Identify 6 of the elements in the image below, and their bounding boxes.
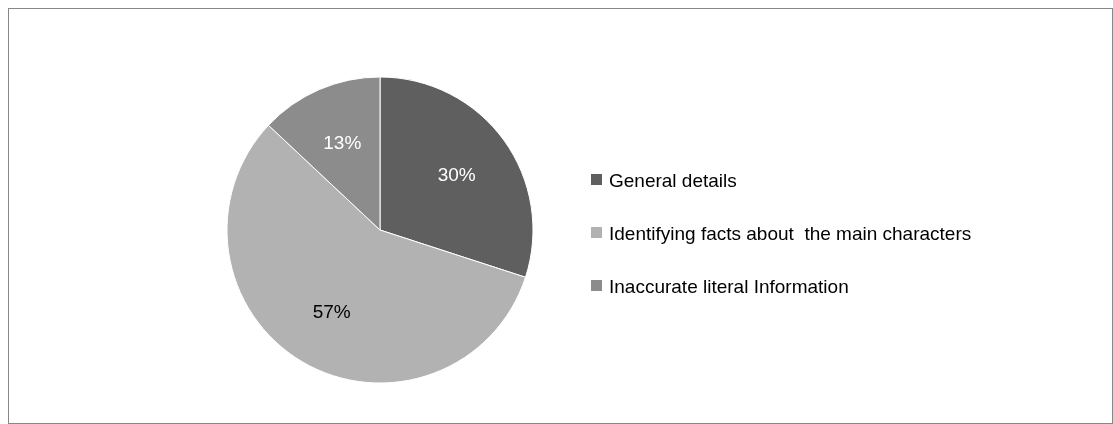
data-label: 13% [323, 132, 362, 154]
data-label: 57% [312, 301, 351, 323]
legend-label: Inaccurate literal Information [609, 275, 849, 297]
data-label: 30% [437, 163, 476, 185]
legend-label: General details [609, 169, 737, 191]
legend-label: Identifying facts about the main characters [609, 222, 972, 244]
